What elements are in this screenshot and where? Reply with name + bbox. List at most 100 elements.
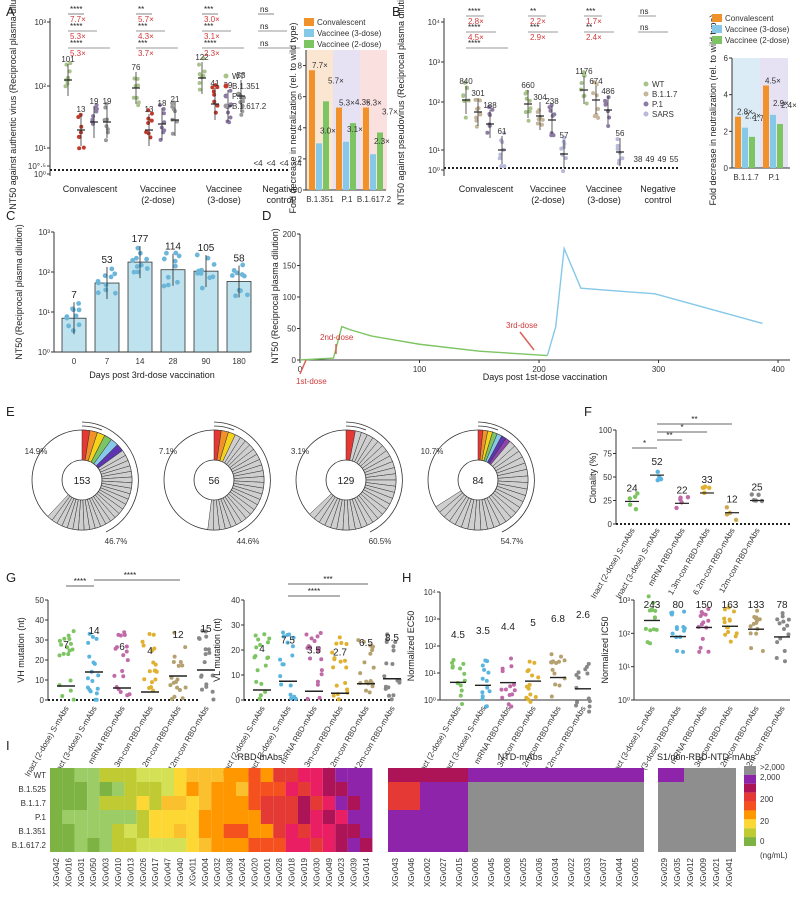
c-data-point xyxy=(131,269,137,275)
i-heat-cell xyxy=(174,838,187,852)
g1-data-point xyxy=(197,636,202,641)
i-heat-cell xyxy=(310,768,323,782)
h1-data-point xyxy=(586,696,591,701)
a-significance: **** xyxy=(70,5,82,14)
c-data-point xyxy=(135,245,141,251)
h1-median-value: 5 xyxy=(530,618,536,629)
i-heat-cell xyxy=(310,810,323,824)
g1-data-point xyxy=(199,687,204,692)
i-legend-swatch xyxy=(744,819,756,829)
g1-y-tick-label: 0 xyxy=(40,696,45,705)
f-data-point xyxy=(756,492,761,498)
a-fold-change: 2.3× xyxy=(204,49,220,58)
b-median-value: 188 xyxy=(483,101,497,110)
h2-data-point xyxy=(774,656,779,661)
h2-data-point xyxy=(723,632,728,637)
g1-data-point xyxy=(87,687,92,692)
c-data-point xyxy=(76,307,82,313)
i-heat-cell xyxy=(436,810,452,824)
i-heat-cell xyxy=(260,824,274,838)
g2-data-point xyxy=(290,644,295,649)
g1-data-point xyxy=(68,688,73,693)
c-x-tick-label: 90 xyxy=(202,357,211,366)
h2-y-tick-label: 10⁰ xyxy=(618,696,630,705)
i-col-label: XGv034 xyxy=(551,857,560,886)
i-heat-cell xyxy=(124,782,137,796)
a-data-point xyxy=(170,131,175,136)
i-heat-cell xyxy=(697,838,710,852)
i-heat-cell xyxy=(62,838,75,852)
f-data-point xyxy=(633,506,639,512)
g1-y-tick-label: 20 xyxy=(35,656,44,665)
panel-label-E: E xyxy=(6,404,15,419)
a-data-point xyxy=(172,100,177,105)
i-heat-cell xyxy=(236,810,249,824)
h2-data-point xyxy=(781,619,786,624)
i-heat-cell xyxy=(248,824,261,838)
i-heat-cell xyxy=(273,782,286,796)
h1-data-point xyxy=(549,694,554,699)
a-bar-y-tick-label: 6 xyxy=(298,93,303,102)
g1-data-point xyxy=(203,652,208,657)
h1-data-point xyxy=(509,704,514,709)
i-col-label: XGv009 xyxy=(699,857,708,886)
f-median-value: 33 xyxy=(701,475,713,486)
h2-data-point xyxy=(785,623,790,628)
f-data-point xyxy=(733,517,739,523)
g1-data-point xyxy=(200,628,205,633)
a-data-point xyxy=(161,107,166,112)
g2-data-point xyxy=(389,697,394,702)
e-pie-top-pct: 7.1% xyxy=(159,447,177,456)
h2-data-point xyxy=(651,627,656,632)
c-data-point xyxy=(161,283,167,289)
i-heat-cell xyxy=(186,838,199,852)
h1-category-label: Inact (2-dose) S-mAbs xyxy=(415,705,463,779)
h1-category-label: Inact (3-dose) S-mAbs xyxy=(440,705,488,779)
g2-data-point xyxy=(370,644,375,649)
e-pie-top-pct: 14.9% xyxy=(25,447,48,456)
h2-data-point xyxy=(727,617,732,622)
g2-y-tick-label: 10 xyxy=(231,671,240,680)
g2-data-point xyxy=(308,656,313,661)
i-heat-cell xyxy=(580,768,596,782)
b-data-point xyxy=(563,156,568,161)
g1-data-point xyxy=(183,645,188,650)
i-heat-cell xyxy=(532,824,548,838)
i-heat-cell xyxy=(322,838,336,852)
b-legend-dot xyxy=(643,81,649,87)
g1-data-point xyxy=(57,638,62,643)
f-data-point xyxy=(724,505,730,510)
b-data-point xyxy=(461,94,466,99)
i-heat-cell xyxy=(50,810,63,824)
e-outer-arc xyxy=(81,421,139,533)
i-heat-cell xyxy=(149,824,162,838)
e-outer-arc xyxy=(81,425,103,431)
h2-data-point xyxy=(699,610,704,615)
h1-data-point xyxy=(549,652,554,657)
i-heat-cell xyxy=(74,768,88,782)
b-data-point xyxy=(474,118,479,123)
i-heat-cell xyxy=(260,838,274,852)
i-heat-cell xyxy=(298,824,311,838)
i-col-label: XGv011 xyxy=(188,857,197,886)
h1-data-point xyxy=(511,682,516,687)
b-bar-value: 1.7× xyxy=(753,114,769,123)
a-bar-value: 5.3× xyxy=(339,99,355,108)
g2-median-value: 7.5 xyxy=(281,635,295,646)
e-pie-bottom-pct: 60.5% xyxy=(369,537,392,546)
b-data-point xyxy=(591,91,596,96)
i-heat-cell xyxy=(452,838,468,852)
i-heat-cell xyxy=(310,782,323,796)
b-data-point xyxy=(596,107,601,112)
f-data-point xyxy=(627,496,632,501)
a-data-point xyxy=(103,138,108,143)
i-col-label: XGv029 xyxy=(660,857,669,886)
b-data-point xyxy=(527,98,532,103)
c-data-point xyxy=(199,285,205,291)
h1-y-tick-label: 10⁰ xyxy=(424,696,436,705)
b-fold-change: 2.4× xyxy=(586,33,602,42)
i-heat-cell xyxy=(322,810,336,824)
c-data-point xyxy=(130,257,136,263)
g1-data-point xyxy=(93,697,98,702)
i-heat-cell xyxy=(322,782,336,796)
